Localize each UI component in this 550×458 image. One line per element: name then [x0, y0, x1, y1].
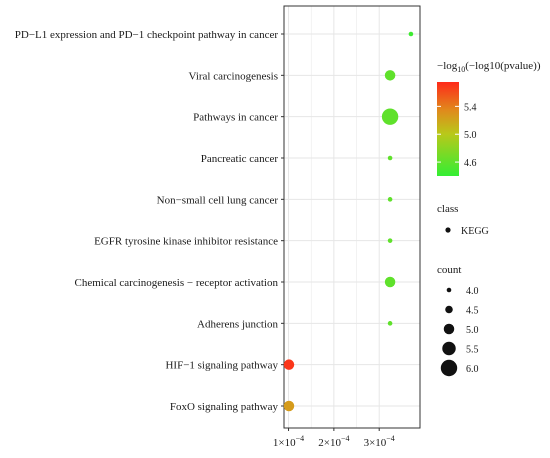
size-legend-label: 5.0 — [466, 325, 479, 336]
y-tick-label: Viral carcinogenesis — [189, 70, 278, 82]
data-point — [387, 197, 393, 202]
y-tick-label: EGFR tyrosine kinase inhibitor resistanc… — [94, 236, 278, 248]
y-tick-label: Pancreatic cancer — [201, 153, 279, 165]
data-point — [283, 359, 295, 370]
data-point — [387, 321, 393, 326]
x-tick-label: 3×10−4 — [364, 434, 395, 449]
size-legend-label: 4.0 — [466, 286, 479, 297]
y-tick-label: PD−L1 expression and PD−1 checkpoint pat… — [15, 29, 279, 41]
y-tick-label: Non−small cell lung cancer — [157, 194, 279, 206]
size-legend-key — [440, 359, 458, 377]
data-point — [381, 108, 399, 125]
data-point — [283, 400, 295, 412]
size-legend-label: 5.5 — [466, 345, 479, 356]
color-legend-title: −log10(−log10(pvalue)) — [437, 60, 541, 74]
size-legend-key — [446, 287, 452, 293]
plot-panel-border — [283, 5, 421, 429]
class-legend-title: class — [437, 203, 458, 215]
data-point — [384, 70, 396, 81]
size-legend-key — [442, 341, 456, 356]
data-point — [384, 276, 396, 288]
plot-panel — [284, 6, 420, 428]
color-legend-tick-label: 5.0 — [464, 130, 477, 141]
size-legend-key — [445, 305, 453, 314]
class-legend-key — [445, 227, 451, 233]
y-tick-label: FoxO signaling pathway — [170, 401, 279, 413]
y-tick-label: Pathways in cancer — [193, 112, 278, 124]
x-tick-label: 1×10−4 — [273, 434, 304, 449]
y-tick-label: Chemical carcinogenesis − receptor activ… — [74, 277, 278, 289]
size-legend-key — [443, 323, 455, 335]
color-legend-tick-label: 4.6 — [464, 158, 477, 169]
data-point — [408, 31, 414, 37]
y-tick-label: HIF−1 signaling pathway — [165, 360, 278, 372]
size-legend-title: count — [437, 264, 461, 276]
data-point — [387, 238, 393, 243]
class-legend-label: KEGG — [461, 226, 489, 237]
size-legend-label: 4.5 — [466, 306, 479, 317]
x-tick-label: 2×10−4 — [318, 434, 349, 449]
y-tick-label: Adherens junction — [197, 318, 278, 330]
color-legend-tick-label: 5.4 — [464, 102, 477, 113]
data-point — [387, 155, 393, 161]
size-legend-label: 6.0 — [466, 364, 479, 375]
color-legend-bar — [437, 82, 459, 176]
